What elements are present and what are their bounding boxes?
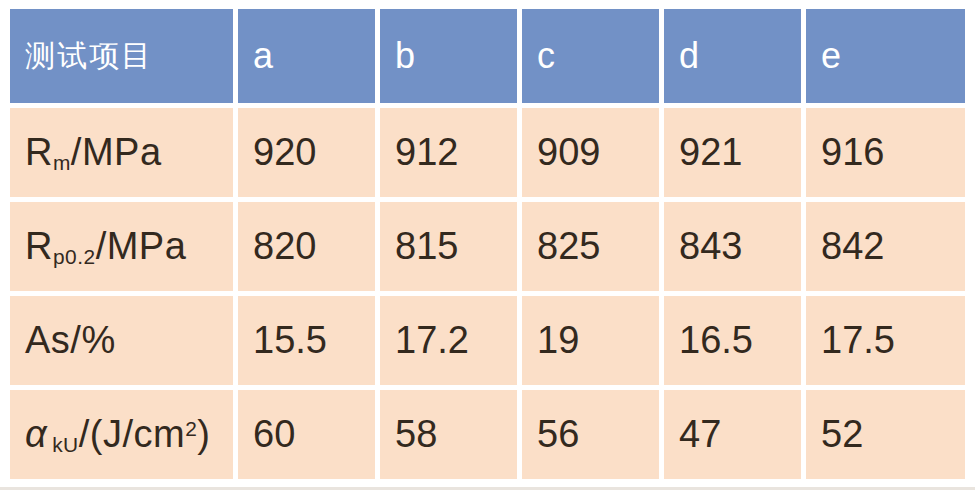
value-cell-as-d: 16.5 bbox=[664, 296, 801, 385]
row-label-aku: αkU/(J/cm2) bbox=[10, 390, 233, 479]
bottom-shadow-line bbox=[0, 487, 975, 490]
row-label-aku-text: αkU/(J/cm2) bbox=[25, 413, 210, 456]
header-label-e: e bbox=[821, 35, 841, 77]
value-cell-rp02-e: 842 bbox=[806, 202, 965, 291]
value-cell-rm-a: 920 bbox=[238, 108, 375, 197]
value-cell-rp02-d: 843 bbox=[664, 202, 801, 291]
header-label-b: b bbox=[395, 35, 415, 77]
value-cell-rp02-c: 825 bbox=[522, 202, 659, 291]
value-cell-rm-b: 912 bbox=[380, 108, 517, 197]
value-cell-as-c: 19 bbox=[522, 296, 659, 385]
header-cell-e: e bbox=[806, 9, 965, 103]
row-label-rm-text: Rm/MPa bbox=[25, 131, 162, 174]
row-label-as-text: As/% bbox=[25, 319, 116, 362]
header-label-d: d bbox=[679, 35, 699, 77]
value-cell-rp02-a: 820 bbox=[238, 202, 375, 291]
value-cell-as-a: 15.5 bbox=[238, 296, 375, 385]
value-cell-aku-c: 56 bbox=[522, 390, 659, 479]
row-label-rm: Rm/MPa bbox=[10, 108, 233, 197]
value-cell-aku-a: 60 bbox=[238, 390, 375, 479]
value-cell-as-e: 17.5 bbox=[806, 296, 965, 385]
value-cell-rm-e: 916 bbox=[806, 108, 965, 197]
row-label-rp02-text: Rp0.2/MPa bbox=[25, 225, 186, 268]
header-label-a: a bbox=[253, 35, 273, 77]
header-label-c: c bbox=[537, 35, 555, 77]
value-cell-aku-b: 58 bbox=[380, 390, 517, 479]
value-cell-aku-e: 52 bbox=[806, 390, 965, 479]
header-label-test-items: 测试项目 bbox=[25, 36, 153, 77]
page: 测试项目 a b c d e Rm/MPa 920 912 909 921 91… bbox=[0, 0, 975, 494]
header-cell-b: b bbox=[380, 9, 517, 103]
results-table: 测试项目 a b c d e Rm/MPa 920 912 909 921 91… bbox=[10, 9, 965, 479]
value-cell-aku-d: 47 bbox=[664, 390, 801, 479]
header-cell-a: a bbox=[238, 9, 375, 103]
value-cell-rp02-b: 815 bbox=[380, 202, 517, 291]
row-label-rp02: Rp0.2/MPa bbox=[10, 202, 233, 291]
header-cell-d: d bbox=[664, 9, 801, 103]
value-cell-rm-d: 921 bbox=[664, 108, 801, 197]
value-cell-as-b: 17.2 bbox=[380, 296, 517, 385]
header-cell-c: c bbox=[522, 9, 659, 103]
value-cell-rm-c: 909 bbox=[522, 108, 659, 197]
header-cell-test-items: 测试项目 bbox=[10, 9, 233, 103]
row-label-as: As/% bbox=[10, 296, 233, 385]
